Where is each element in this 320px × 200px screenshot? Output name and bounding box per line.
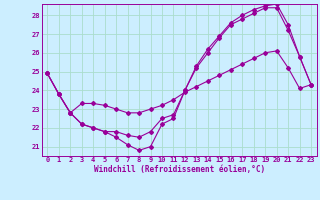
X-axis label: Windchill (Refroidissement éolien,°C): Windchill (Refroidissement éolien,°C)	[94, 165, 265, 174]
